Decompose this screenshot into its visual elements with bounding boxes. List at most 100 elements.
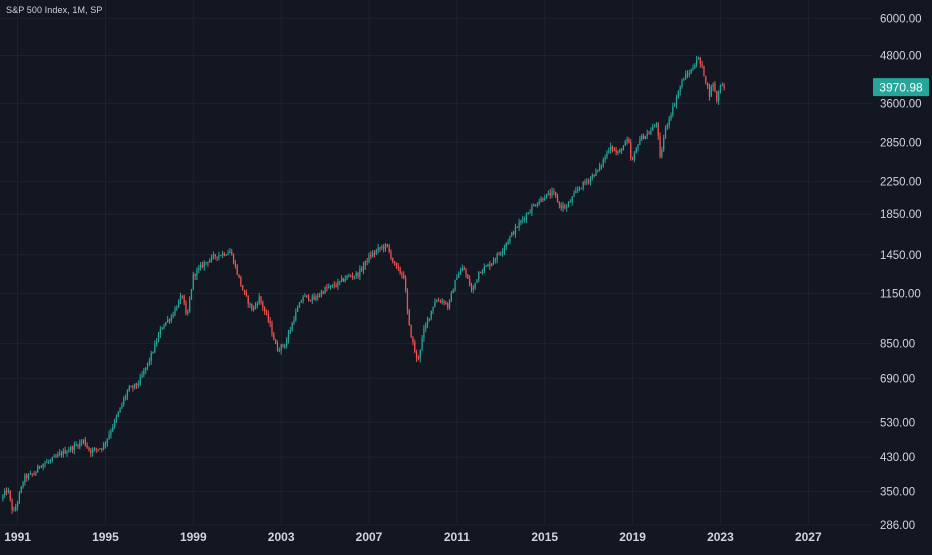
candle-body <box>289 329 291 334</box>
candle-body <box>476 279 478 283</box>
candle-body <box>287 333 290 341</box>
candle-body <box>393 261 396 263</box>
candle-body <box>626 139 628 142</box>
x-tick-label: 1991 <box>4 530 31 544</box>
y-tick-label: 430.00 <box>880 452 915 464</box>
candle-body <box>549 193 551 196</box>
candle-body <box>666 125 669 127</box>
candle-body <box>381 246 383 248</box>
candle-body <box>130 386 132 388</box>
candle-body <box>145 367 147 371</box>
x-tick-label: 1995 <box>92 530 119 544</box>
candle-body <box>335 286 337 288</box>
candle-body <box>399 267 401 274</box>
candle-body <box>271 323 273 334</box>
candle-body <box>458 274 460 278</box>
candle-body <box>128 387 130 391</box>
candle-body <box>27 474 30 479</box>
candle-body <box>373 253 376 255</box>
candle-body <box>644 135 647 139</box>
candle-body <box>203 262 205 267</box>
candle-body <box>608 151 610 153</box>
candle-body <box>500 253 502 255</box>
candle-body <box>73 444 75 451</box>
candle-body <box>53 456 55 458</box>
candle-body <box>97 449 99 451</box>
candle-body <box>339 281 341 283</box>
candle-body <box>183 296 185 304</box>
candle-body <box>176 307 178 309</box>
candle-body <box>432 307 434 311</box>
candle-body <box>167 319 169 322</box>
candle-body <box>7 490 10 493</box>
candle-body <box>694 65 696 69</box>
candle-body <box>163 325 165 328</box>
candle-body <box>315 296 317 300</box>
candle-body <box>395 262 398 267</box>
candle-body <box>503 246 506 251</box>
candle-body <box>256 303 258 305</box>
candle-body <box>703 66 705 77</box>
candle-body <box>598 166 601 170</box>
candle-body <box>489 264 491 267</box>
candle-body <box>589 177 592 182</box>
candle-body <box>379 247 381 249</box>
candle-body <box>485 265 487 267</box>
candle-body <box>633 152 636 160</box>
candle-body <box>628 139 630 143</box>
candle-body <box>66 451 68 454</box>
candle-body <box>688 73 690 75</box>
candle-body <box>639 139 641 145</box>
candle-body <box>577 189 579 191</box>
candle-body <box>512 232 515 234</box>
candle-body <box>249 303 251 305</box>
candle-body <box>578 188 581 190</box>
candle-body <box>591 175 593 178</box>
candle-body <box>401 273 403 276</box>
candle-body <box>280 344 282 351</box>
candle-body <box>212 254 215 257</box>
candle-body <box>99 448 101 450</box>
candle-body <box>329 285 332 288</box>
last-price-label: 3970.98 <box>879 81 923 95</box>
candle-body <box>93 448 96 450</box>
grid-lines <box>0 0 872 526</box>
candle-body <box>445 302 447 304</box>
y-tick-label: 850.00 <box>880 339 915 351</box>
candle-body <box>604 157 606 160</box>
candle-body <box>609 146 612 152</box>
candle-body <box>221 253 224 256</box>
candle-body <box>571 196 573 202</box>
candle-body <box>560 204 562 209</box>
y-tick-label: 2250.00 <box>880 177 922 189</box>
candle-body <box>275 339 277 344</box>
candle-body <box>685 74 687 80</box>
x-tick-label: 2003 <box>268 530 295 544</box>
candle-body <box>243 290 246 293</box>
candle-body <box>350 275 352 277</box>
candle-body <box>33 474 35 476</box>
candle-body <box>412 337 414 343</box>
candle-body <box>40 466 43 468</box>
candle-body <box>35 472 37 475</box>
candle-body <box>46 461 48 464</box>
candle-body <box>20 486 22 493</box>
y-axis: 286.00 350.00 430.00 530.00 690.00 850.00 1150… <box>880 13 922 532</box>
candle-body <box>569 201 571 203</box>
candle-body <box>234 263 237 266</box>
candle-body <box>454 280 456 291</box>
candle-body <box>593 175 595 177</box>
candle-body <box>670 114 672 119</box>
candle-body <box>551 191 553 196</box>
candle-body <box>187 311 189 314</box>
candle-body <box>534 204 537 206</box>
candle-body <box>124 396 127 399</box>
candle-body <box>143 370 145 375</box>
candle-body <box>544 198 546 200</box>
candle-body <box>507 241 509 244</box>
candle-body <box>91 449 94 454</box>
candle-body <box>15 506 17 511</box>
candle-body <box>359 268 361 277</box>
